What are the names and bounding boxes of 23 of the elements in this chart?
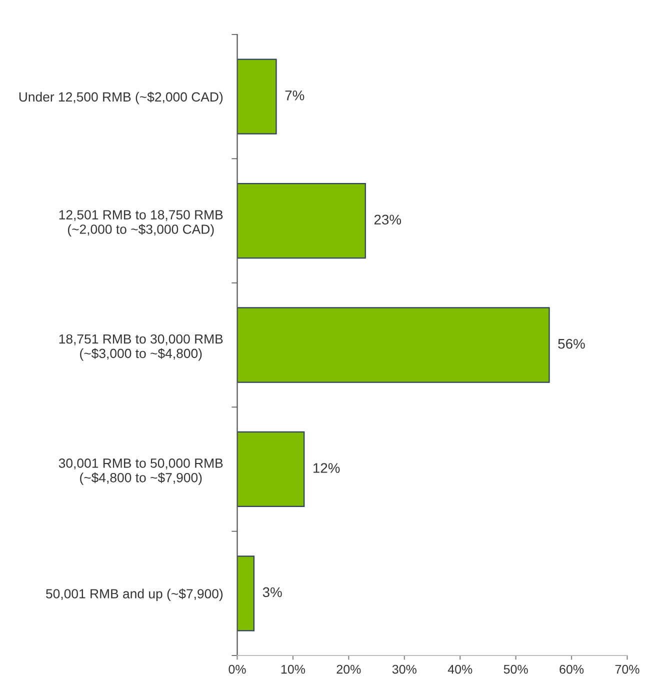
x-tick-label: 70%: [615, 664, 640, 674]
x-tick-label: 50%: [504, 664, 528, 674]
data-label: 7%: [285, 90, 304, 100]
x-tick-label: 0%: [228, 664, 246, 674]
y-tick-label: Under 12,500 RMB (~$2,000 CAD): [19, 92, 223, 104]
y-tick-label: 12,501 RMB to 18,750 RMB (~2,000 to ~$3,000 CAD): [59, 210, 223, 237]
x-tick-label: 30%: [392, 664, 416, 674]
y-tick-label: 30,001 RMB to 50,000 RMB (~$4,800 to ~$7,900): [58, 458, 223, 485]
y-tick-label: 50,001 RMB and up (~$7,900): [46, 588, 223, 602]
bar: [237, 556, 255, 632]
x-tick-label: 60%: [560, 664, 584, 674]
data-label: 56%: [558, 338, 585, 349]
bar: [237, 307, 550, 383]
data-label: 12%: [314, 463, 340, 473]
bar: [237, 58, 277, 134]
bar: [237, 431, 305, 508]
x-tick-label: 40%: [448, 664, 472, 674]
bar: [237, 182, 366, 259]
x-tick-label: 10%: [281, 664, 306, 674]
x-tick-label: 20%: [336, 664, 361, 674]
data-label: 23%: [374, 214, 402, 225]
y-tick-label: 18,751 RMB to 30,000 RMB (~$3,000 to ~$4,800): [59, 334, 223, 361]
data-label: 3%: [262, 587, 282, 598]
